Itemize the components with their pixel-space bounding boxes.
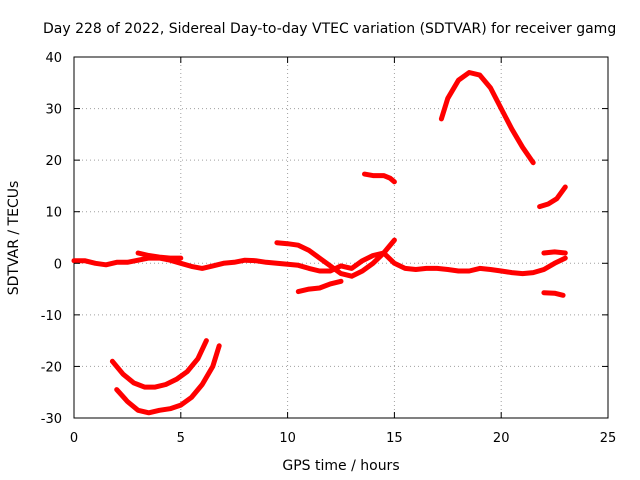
y-tick-label: -20 xyxy=(41,360,62,375)
y-tick-label: 20 xyxy=(45,154,62,169)
tick-labels: 0 5 10 15 20 25 -30 -20 -10 0 10 20 30 40 xyxy=(41,51,617,446)
y-tick-label: -30 xyxy=(41,412,62,427)
y-tick-label: 0 xyxy=(54,257,62,272)
x-tick-label: 20 xyxy=(493,431,510,446)
chart-title: Day 228 of 2022, Sidereal Day-to-day VTE… xyxy=(43,21,616,37)
grid xyxy=(74,57,608,418)
plot-frame xyxy=(73,56,609,419)
y-tick-label: 30 xyxy=(45,103,62,118)
x-axis-label: GPS time / hours xyxy=(282,458,399,474)
series-layer xyxy=(71,70,568,416)
series-line-track-9 xyxy=(541,290,566,298)
x-tick-label: 10 xyxy=(279,431,296,446)
series-line-track-10 xyxy=(109,338,209,390)
y-tick-label: 40 xyxy=(45,51,62,66)
series-line-track-3 xyxy=(295,278,344,295)
x-tick-label: 5 xyxy=(177,431,185,446)
x-tick-label: 25 xyxy=(600,431,617,446)
series-line-track-4 xyxy=(135,250,184,261)
x-tick-label: 0 xyxy=(70,431,78,446)
y-axis-label: SDTVAR / TECUs xyxy=(6,181,22,296)
series-line-track-11 xyxy=(114,343,222,416)
y-tick-label: -10 xyxy=(41,309,62,324)
series-line-track-5 xyxy=(362,171,397,185)
series-line-track-7 xyxy=(537,184,568,210)
y-tick-label: 10 xyxy=(45,206,62,221)
x-tick-label: 15 xyxy=(386,431,403,446)
series-line-track-6 xyxy=(438,70,536,166)
series-line-track-8 xyxy=(541,249,568,256)
series-line-track-2 xyxy=(274,237,397,279)
